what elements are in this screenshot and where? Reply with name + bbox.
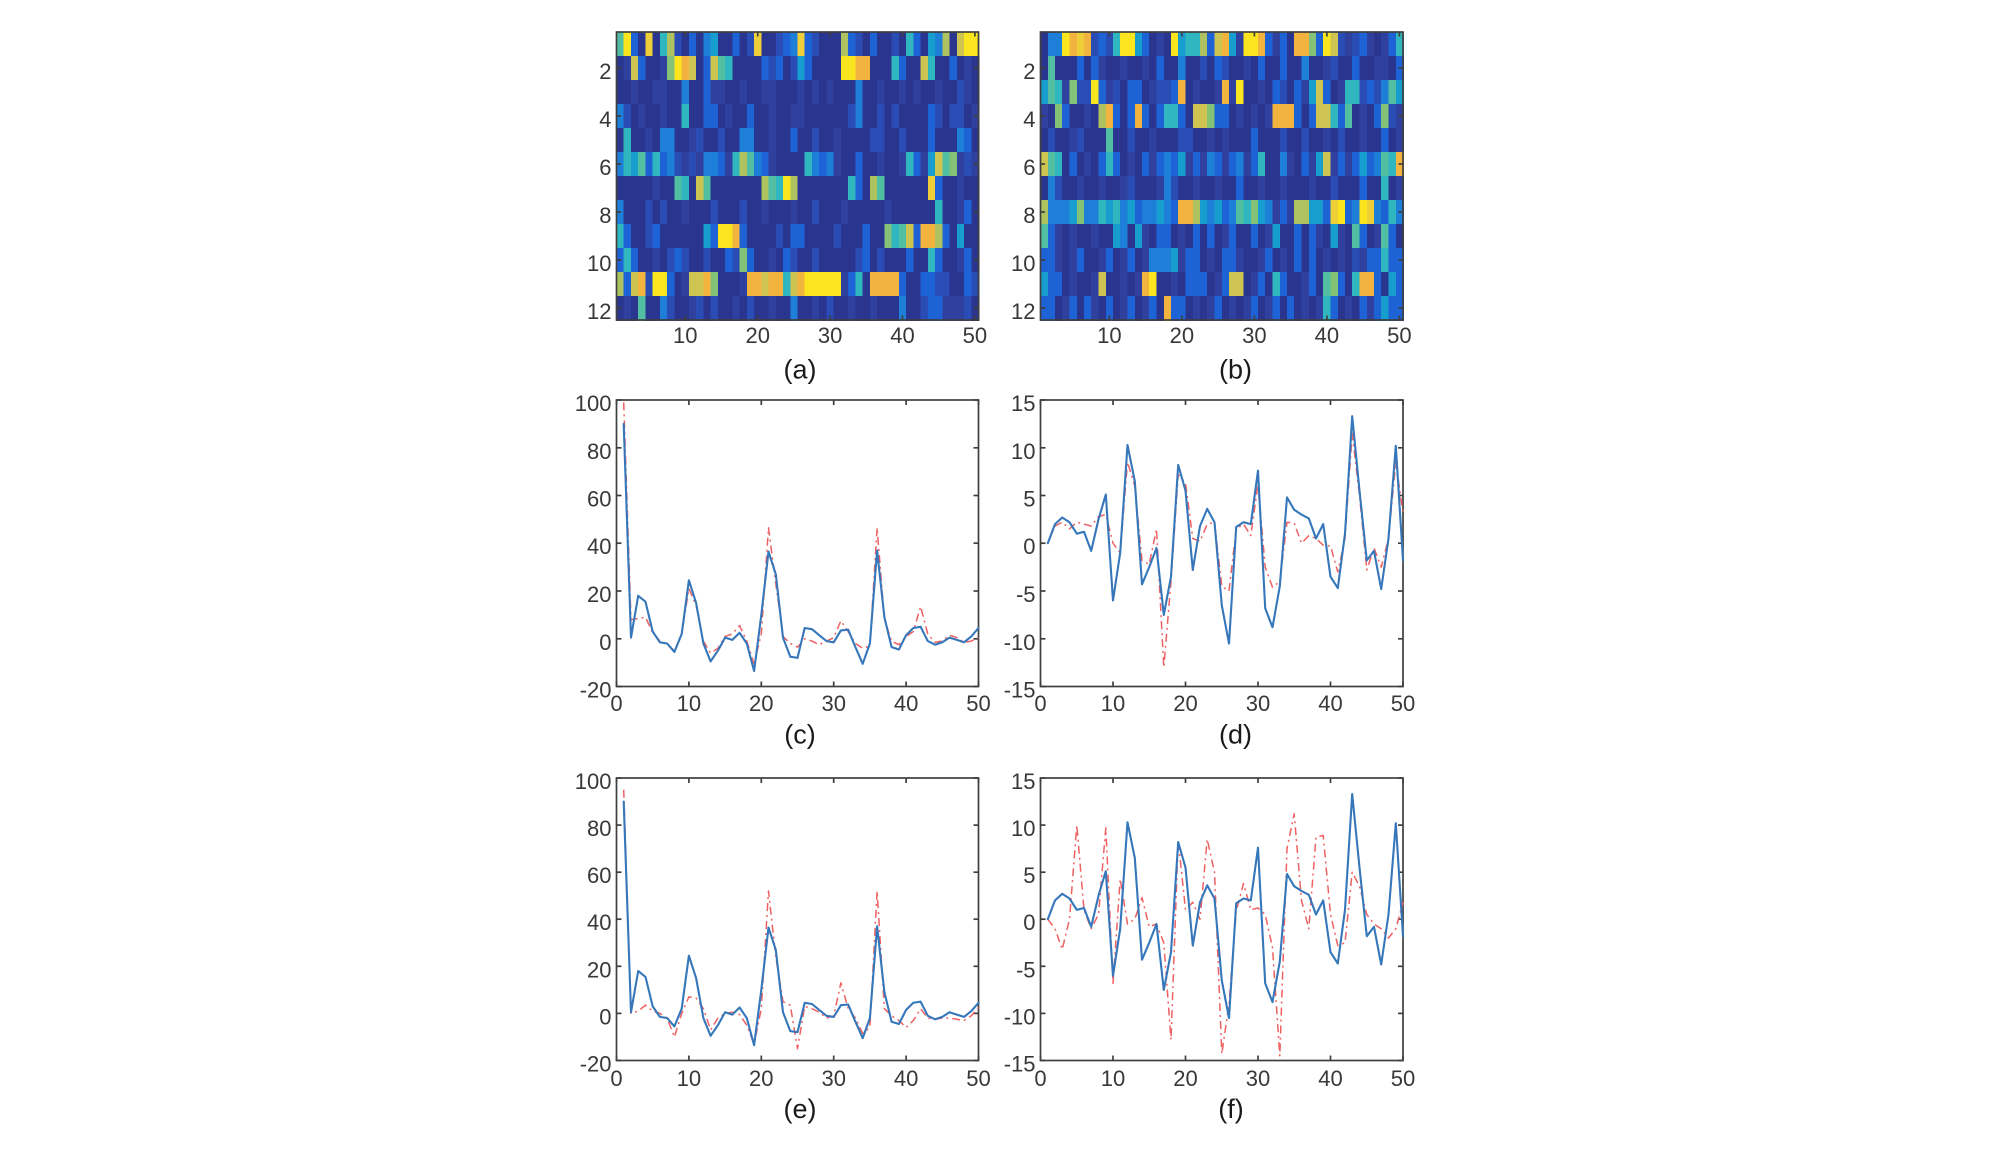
svg-text:40: 40 [894, 1066, 918, 1091]
svg-text:40: 40 [890, 323, 914, 348]
svg-text:-20: -20 [580, 678, 612, 703]
svg-text:60: 60 [587, 863, 611, 888]
svg-text:4: 4 [599, 107, 611, 132]
svg-text:10: 10 [1011, 439, 1035, 464]
svg-text:-5: -5 [1016, 582, 1036, 607]
svg-text:-15: -15 [1004, 678, 1036, 703]
svg-text:10: 10 [1011, 251, 1035, 276]
svg-text:0: 0 [599, 1004, 611, 1029]
svg-text:10: 10 [1097, 323, 1121, 348]
svg-text:50: 50 [966, 691, 990, 716]
svg-text:10: 10 [1101, 691, 1125, 716]
svg-text:100: 100 [575, 391, 612, 416]
svg-text:10: 10 [677, 691, 701, 716]
svg-text:30: 30 [1246, 1066, 1270, 1091]
svg-text:8: 8 [599, 203, 611, 228]
svg-text:0: 0 [1023, 910, 1035, 935]
svg-text:20: 20 [1170, 323, 1194, 348]
svg-text:50: 50 [963, 323, 987, 348]
svg-text:30: 30 [821, 691, 845, 716]
svg-text:-15: -15 [1004, 1052, 1036, 1077]
svg-text:0: 0 [610, 1066, 622, 1091]
svg-text:40: 40 [894, 691, 918, 716]
svg-text:5: 5 [1023, 863, 1035, 888]
svg-text:10: 10 [1101, 1066, 1125, 1091]
svg-text:100: 100 [575, 769, 612, 794]
svg-text:-20: -20 [580, 1052, 612, 1077]
svg-text:-10: -10 [1004, 630, 1036, 655]
svg-text:20: 20 [1173, 691, 1197, 716]
svg-text:(a): (a) [784, 355, 817, 385]
svg-text:5: 5 [1023, 487, 1035, 512]
svg-text:(d): (d) [1219, 720, 1252, 750]
svg-text:10: 10 [1011, 816, 1035, 841]
svg-text:20: 20 [749, 1066, 773, 1091]
svg-text:60: 60 [587, 487, 611, 512]
svg-text:40: 40 [587, 534, 611, 559]
svg-text:6: 6 [1023, 155, 1035, 180]
svg-text:4: 4 [1023, 107, 1035, 132]
svg-text:2: 2 [599, 59, 611, 84]
svg-text:40: 40 [1318, 1066, 1342, 1091]
svg-text:50: 50 [1391, 691, 1415, 716]
svg-text:8: 8 [1023, 203, 1035, 228]
svg-text:20: 20 [1173, 1066, 1197, 1091]
svg-text:12: 12 [1011, 299, 1035, 324]
svg-text:6: 6 [599, 155, 611, 180]
svg-text:12: 12 [587, 299, 611, 324]
svg-text:30: 30 [818, 323, 842, 348]
svg-text:(c): (c) [784, 720, 815, 750]
svg-text:10: 10 [587, 251, 611, 276]
svg-text:0: 0 [1034, 691, 1046, 716]
svg-text:20: 20 [587, 582, 611, 607]
svg-text:30: 30 [1246, 691, 1270, 716]
svg-text:40: 40 [1315, 323, 1339, 348]
svg-text:40: 40 [1318, 691, 1342, 716]
svg-text:20: 20 [749, 691, 773, 716]
svg-text:50: 50 [1387, 323, 1411, 348]
svg-text:0: 0 [599, 630, 611, 655]
svg-text:0: 0 [1034, 1066, 1046, 1091]
svg-text:0: 0 [1023, 534, 1035, 559]
svg-text:(f): (f) [1218, 1094, 1243, 1124]
svg-text:20: 20 [587, 957, 611, 982]
svg-text:40: 40 [587, 910, 611, 935]
svg-text:2: 2 [1023, 59, 1035, 84]
svg-text:15: 15 [1011, 769, 1035, 794]
svg-text:80: 80 [587, 439, 611, 464]
svg-text:10: 10 [673, 323, 697, 348]
svg-text:10: 10 [677, 1066, 701, 1091]
svg-text:20: 20 [745, 323, 769, 348]
svg-text:(b): (b) [1219, 355, 1252, 385]
svg-text:50: 50 [1391, 1066, 1415, 1091]
svg-text:30: 30 [821, 1066, 845, 1091]
svg-text:30: 30 [1242, 323, 1266, 348]
svg-text:80: 80 [587, 816, 611, 841]
svg-text:-5: -5 [1016, 957, 1036, 982]
svg-text:(e): (e) [784, 1094, 817, 1124]
svg-text:50: 50 [966, 1066, 990, 1091]
svg-text:0: 0 [610, 691, 622, 716]
svg-text:15: 15 [1011, 391, 1035, 416]
svg-text:-10: -10 [1004, 1004, 1036, 1029]
